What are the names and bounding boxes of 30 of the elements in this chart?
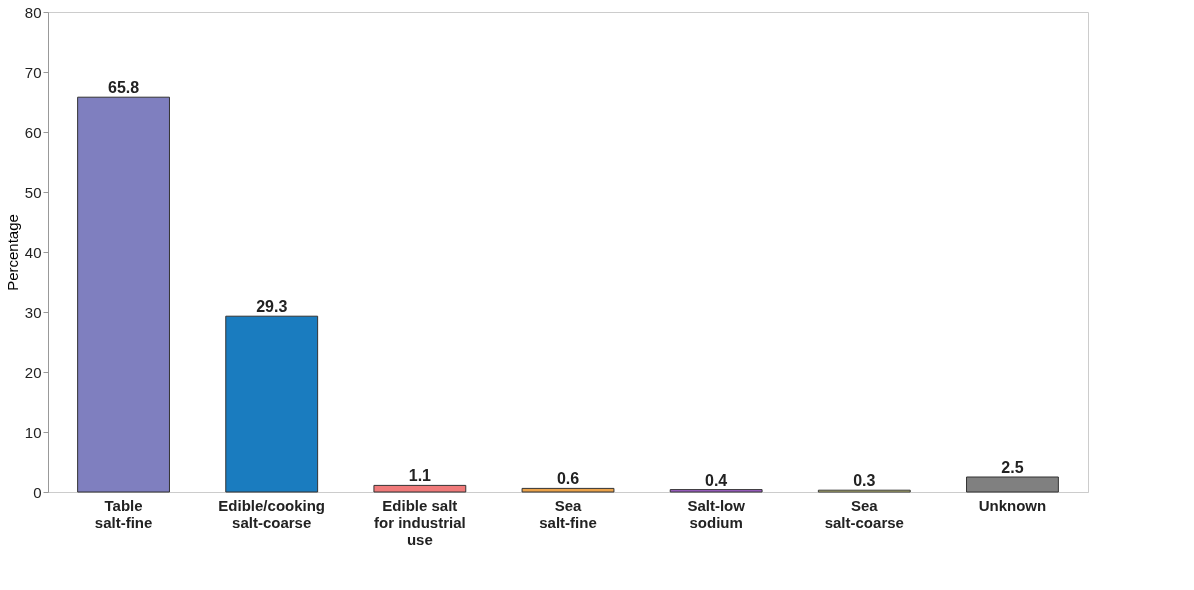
x-tick-label: Sea salt-coarse bbox=[824, 496, 904, 531]
y-tick-label: 20 bbox=[24, 363, 42, 381]
y-tick-label: 50 bbox=[24, 183, 42, 201]
x-tick-label: Edible/cooking salt-coarse bbox=[218, 496, 326, 531]
y-tick-label: 40 bbox=[24, 243, 42, 261]
x-tick-label: Unknown bbox=[978, 496, 1047, 514]
data-label: 0.4 bbox=[705, 471, 728, 489]
x-tick-label: Edible salt for industrial use bbox=[374, 496, 466, 548]
data-label: 0.3 bbox=[853, 472, 876, 490]
x-tick-label: Salt-low sodium bbox=[687, 496, 746, 531]
bar bbox=[77, 96, 170, 493]
bar bbox=[669, 489, 763, 493]
x-tick-label: Sea salt-fine bbox=[539, 496, 597, 531]
data-label: 2.5 bbox=[1001, 459, 1024, 476]
bar bbox=[966, 476, 1059, 493]
y-tick-label: 70 bbox=[24, 63, 42, 81]
data-label: 1.1 bbox=[408, 467, 432, 485]
y-tick-label: 10 bbox=[24, 423, 42, 441]
y-tick-label: 30 bbox=[24, 303, 42, 321]
y-tick-label: 80 bbox=[24, 3, 42, 21]
y-axis-title: Percentage bbox=[3, 214, 21, 291]
y-tick-label: 60 bbox=[24, 123, 42, 141]
x-tick-label: Table salt-fine bbox=[94, 496, 153, 531]
data-label: 65.8 bbox=[107, 79, 140, 97]
bar bbox=[225, 315, 319, 493]
bar bbox=[373, 484, 467, 493]
data-label: 0.6 bbox=[556, 470, 580, 488]
bar bbox=[521, 487, 615, 493]
data-label: 29.3 bbox=[256, 298, 288, 316]
y-tick-label: 0 bbox=[33, 483, 42, 501]
